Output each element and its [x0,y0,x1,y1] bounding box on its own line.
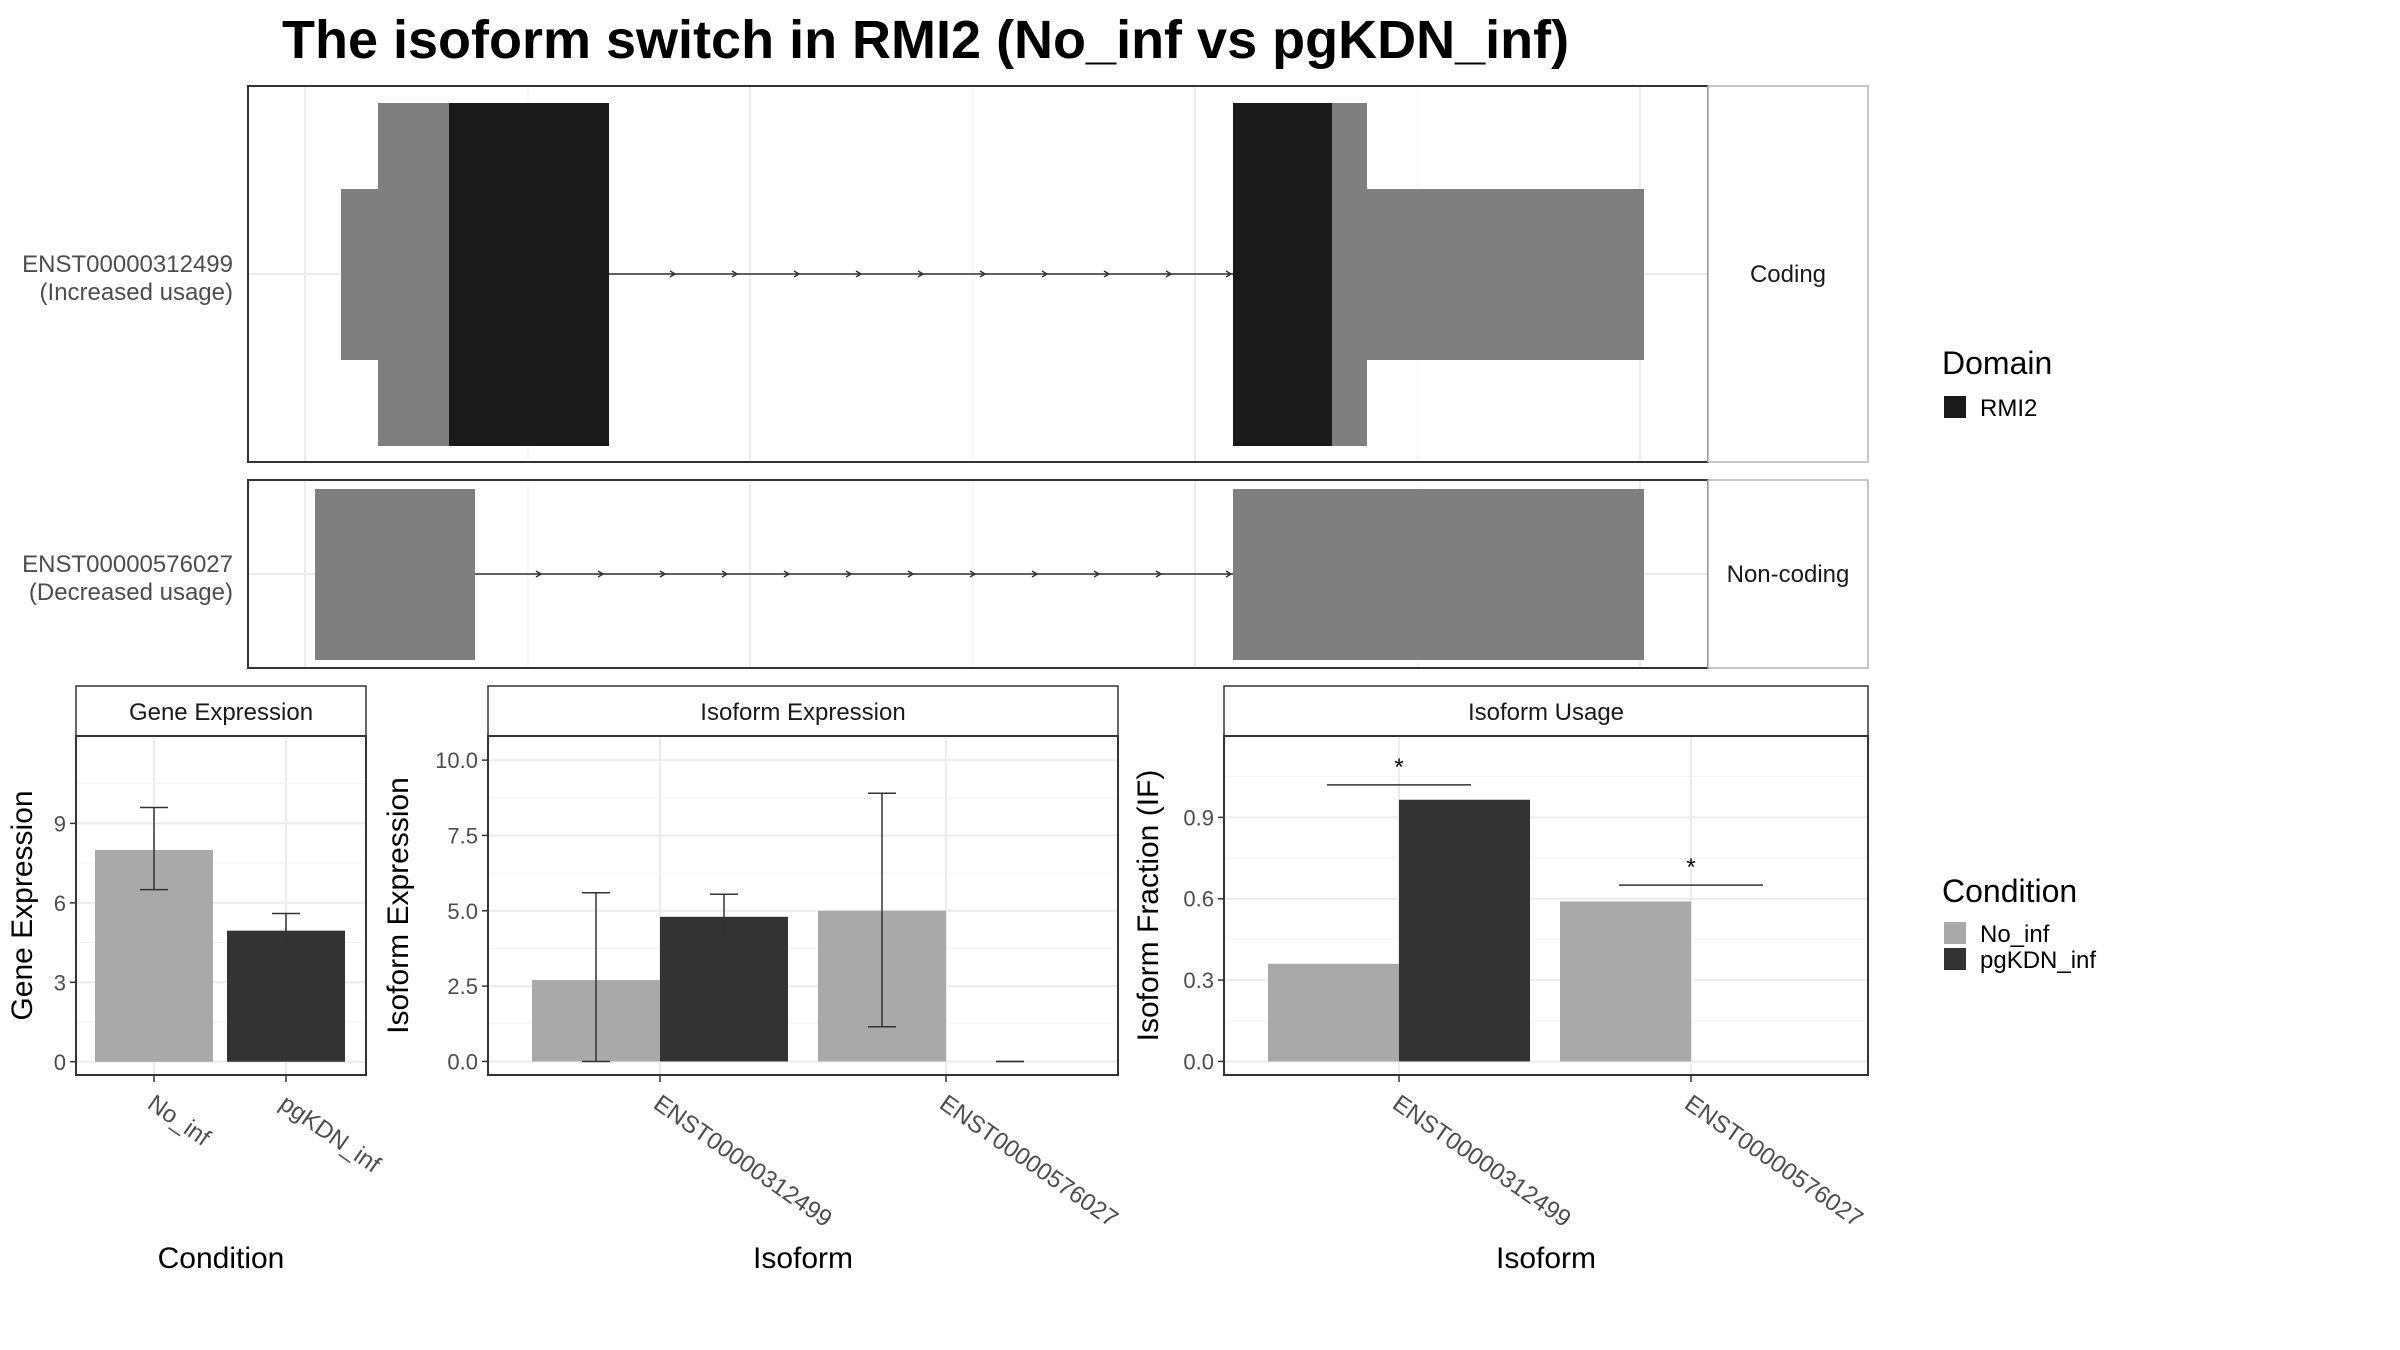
intron-arrow [535,570,543,578]
y-tick-label: 0.9 [1183,805,1214,830]
legend-title: Domain [1942,345,2052,381]
intron-arrow [907,570,915,578]
facet-strip-label: Isoform Expression [700,699,905,726]
transcript-id-label: ENST00000576027 [22,551,233,578]
domain-legend: Domain RMI2 [1942,345,2052,422]
significance-label: * [1686,854,1695,881]
facet-strip [1223,685,1869,737]
intron-arrow [793,270,801,278]
intron-arrow [1031,570,1039,578]
facet-strip-label: Non-coding [1727,561,1850,588]
transcript-row-ENST00000312499: Coding ENST00000312499(Increased usage) [22,85,1869,463]
y-tick-label: 5.0 [447,899,478,924]
y-axis-title: Gene Expression [6,790,39,1020]
intron-arrow [969,570,977,578]
panel-border [1223,735,1869,1076]
y-tick-label: 7.5 [447,823,478,848]
y-tick-label: 2.5 [447,974,478,999]
y-tick-label: 0 [54,1050,66,1075]
intron-arrow [855,270,863,278]
facet-strip-label: Gene Expression [129,699,313,726]
intron-arrow [669,270,677,278]
facet-strip-label: Coding [1750,261,1826,288]
y-tick-label: 0.3 [1183,968,1214,993]
x-axis-title: Isoform [753,1242,853,1275]
legend-label: No_inf [1980,921,2050,948]
isoform-expression-chart: Isoform Expression0.02.55.07.510.0ENST00… [382,685,1123,1275]
y-tick-label: 9 [54,811,66,836]
cds-block [1331,103,1367,446]
y-tick-label: 0.0 [447,1049,478,1074]
x-axis-title: Isoform [1496,1242,1596,1275]
intron-arrow [1041,270,1049,278]
domain-block-rmi2 [1233,103,1332,446]
legend-key [1944,922,1966,944]
domain-block-rmi2 [449,103,609,446]
legend-label: RMI2 [1980,395,2037,422]
legend-title: Condition [1942,873,2077,909]
utr-block [341,189,379,360]
y-tick-label: 3 [54,970,66,995]
cds-block [378,103,450,446]
x-axis-title: Condition [158,1242,285,1275]
intron-arrow [721,570,729,578]
intron-arrow [1225,570,1233,578]
significance-label: * [1394,754,1403,781]
facet-strip [1707,85,1869,463]
utr-block [1366,189,1644,360]
y-axis-title: Isoform Expression [382,777,415,1034]
intron-arrow [783,570,791,578]
legend-label: pgKDN_inf [1980,947,2096,974]
legend-key [1944,396,1966,418]
facet-strip [1707,479,1869,669]
transcript-usage-label: (Increased usage) [40,279,233,306]
y-tick-label: 6 [54,891,66,916]
bar [227,930,345,1062]
transcript-id-label: ENST00000312499 [22,251,233,278]
intron-arrow [1155,570,1163,578]
intron-arrow [1165,270,1173,278]
exon-block [1233,489,1644,660]
legend-key [1944,948,1966,970]
figure-title: The isoform switch in RMI2 (No_inf vs pg… [282,10,1569,70]
y-tick-label: 0.6 [1183,887,1214,912]
intron-arrow [845,570,853,578]
exon-block [315,489,475,660]
y-tick-label: 0.0 [1183,1049,1214,1074]
bar [660,916,788,1062]
intron-arrow [597,570,605,578]
intron-arrow [979,270,987,278]
bar [1268,963,1399,1062]
intron-arrow [1093,570,1101,578]
transcript-usage-label: (Decreased usage) [29,579,233,606]
panel-border [75,735,367,1076]
bar [1399,799,1530,1062]
facet-strip [75,685,367,737]
facet-strip-label: Isoform Usage [1468,699,1624,726]
transcript-structure-panel: Coding ENST00000312499(Increased usage) No… [22,85,1869,669]
transcript-row-ENST00000576027: Non-coding ENST00000576027(Decreased usag… [22,479,1869,669]
y-tick-label: 10.0 [435,748,478,773]
panel-border [487,735,1119,1076]
intron-arrow [917,270,925,278]
intron-arrow [731,270,739,278]
intron-arrow [659,570,667,578]
bar [1560,901,1691,1062]
y-axis-title: Isoform Fraction (IF) [1132,770,1165,1042]
intron-arrow [1225,270,1233,278]
intron-arrow [1103,270,1111,278]
